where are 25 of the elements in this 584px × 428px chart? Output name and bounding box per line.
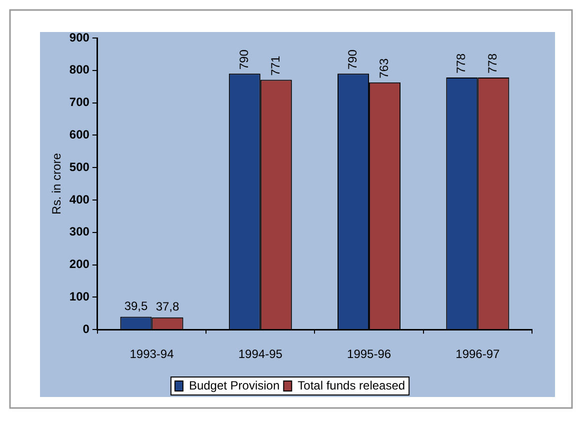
y-tick-label: 0: [82, 322, 90, 336]
legend-label: Budget Provision: [188, 378, 280, 392]
data-label: 778: [454, 53, 468, 74]
x-tick-label: 1994-95: [238, 347, 283, 362]
y-tick-label: 200: [69, 257, 90, 272]
x-tick-label: 1996-97: [456, 347, 500, 362]
data-label: 790: [236, 49, 251, 70]
data-label: 37,8: [156, 300, 180, 314]
y-tick-label: 500: [69, 160, 90, 174]
y-tick-label: 900: [69, 30, 90, 44]
y-tick-label: 800: [69, 62, 90, 77]
y-tick-label: 400: [69, 192, 90, 206]
legend-label: Total funds released: [298, 378, 406, 392]
y-tick-label: 100: [69, 290, 90, 304]
y-tick-label: 700: [69, 95, 90, 110]
data-label: 771: [268, 55, 282, 76]
y-tick-label: 600: [69, 128, 90, 142]
x-tick-label: 1993-94: [130, 347, 174, 362]
data-label: 763: [377, 58, 392, 78]
y-axis-title: Rs. in crore: [50, 152, 64, 214]
y-tick-label: 300: [69, 224, 90, 239]
data-label: 778: [486, 53, 500, 74]
data-label: 39,5: [124, 299, 148, 314]
data-label: 790: [346, 49, 360, 70]
x-tick-label: 1995-96: [347, 347, 392, 362]
